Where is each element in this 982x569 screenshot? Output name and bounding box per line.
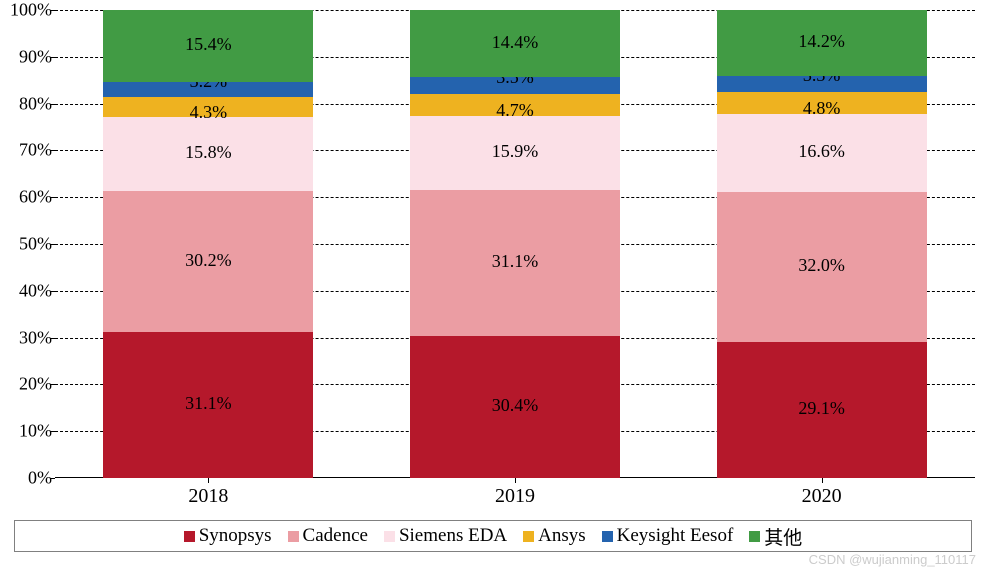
legend-label: Siemens EDA bbox=[399, 525, 507, 547]
y-tick-label: 70% bbox=[4, 140, 52, 161]
legend-label: Cadence bbox=[303, 525, 368, 547]
bar-segment bbox=[410, 94, 620, 116]
bar-segment bbox=[717, 114, 927, 192]
bar-segment bbox=[410, 77, 620, 93]
legend-label: Synopsys bbox=[199, 525, 272, 547]
bar-segment bbox=[717, 92, 927, 114]
y-tick-label: 60% bbox=[4, 187, 52, 208]
y-tick-label: 30% bbox=[4, 327, 52, 348]
legend-swatch bbox=[288, 531, 299, 542]
y-tick-label: 90% bbox=[4, 46, 52, 67]
y-tick-label: 20% bbox=[4, 374, 52, 395]
bar-segment bbox=[717, 10, 927, 76]
legend-swatch bbox=[602, 531, 613, 542]
y-tick-label: 40% bbox=[4, 280, 52, 301]
chart-plot-area: 31.1%30.2%15.8%4.3%3.2%15.4% 30.4%31.1%15… bbox=[55, 10, 975, 478]
legend: Synopsys Cadence Siemens EDA Ansys Keysight … bbox=[14, 520, 972, 552]
legend-swatch bbox=[749, 531, 760, 542]
x-tick-label: 2020 bbox=[717, 485, 927, 508]
bar-segment bbox=[410, 10, 620, 77]
legend-item: Siemens EDA bbox=[384, 525, 507, 547]
legend-label: 其他 bbox=[764, 523, 802, 550]
legend-item: Keysight Eesof bbox=[602, 525, 734, 547]
y-tick-label: 0% bbox=[4, 468, 52, 489]
bar-segment bbox=[103, 191, 313, 332]
stacked-bar-plot: 31.1%30.2%15.8%4.3%3.2%15.4% 30.4%31.1%15… bbox=[55, 10, 975, 478]
x-tick-label: 2019 bbox=[410, 485, 620, 508]
bar-segment bbox=[103, 10, 313, 82]
bar-segment bbox=[103, 82, 313, 97]
x-tick-mark bbox=[822, 478, 823, 483]
legend-item: Cadence bbox=[288, 525, 368, 547]
x-tick-label: 2018 bbox=[103, 485, 313, 508]
bar-group: 29.1%32.0%16.6%4.8%3.3%14.2% bbox=[717, 10, 927, 478]
bar-group: 31.1%30.2%15.8%4.3%3.2%15.4% bbox=[103, 10, 313, 478]
y-tick-label: 80% bbox=[4, 93, 52, 114]
bar-segment bbox=[103, 332, 313, 478]
legend-item: Ansys bbox=[523, 525, 586, 547]
legend-item: 其他 bbox=[749, 523, 802, 550]
bar-segment bbox=[410, 336, 620, 478]
legend-swatch bbox=[384, 531, 395, 542]
bar-segment bbox=[103, 117, 313, 191]
legend-item: Synopsys bbox=[184, 525, 272, 547]
legend-swatch bbox=[184, 531, 195, 542]
bar-segment bbox=[717, 342, 927, 478]
legend-label: Keysight Eesof bbox=[617, 525, 734, 547]
y-tick-label: 10% bbox=[4, 421, 52, 442]
watermark: CSDN @wujianming_110117 bbox=[809, 552, 976, 567]
bar-segment bbox=[410, 190, 620, 336]
bar-group: 30.4%31.1%15.9%4.7%3.5%14.4% bbox=[410, 10, 620, 478]
bar-segment bbox=[410, 116, 620, 190]
bar-segment bbox=[103, 97, 313, 117]
legend-label: Ansys bbox=[538, 525, 586, 547]
bar-segment bbox=[717, 76, 927, 91]
x-tick-mark bbox=[208, 478, 209, 483]
x-tick-mark bbox=[515, 478, 516, 483]
legend-swatch bbox=[523, 531, 534, 542]
y-tick-label: 100% bbox=[4, 0, 52, 21]
bar-segment bbox=[717, 192, 927, 342]
y-tick-label: 50% bbox=[4, 234, 52, 255]
